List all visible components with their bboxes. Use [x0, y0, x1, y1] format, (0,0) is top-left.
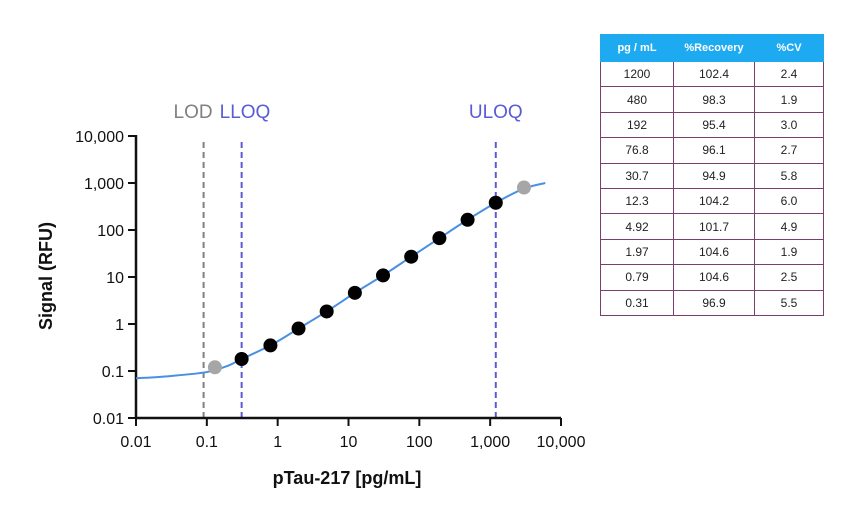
- data-point: [376, 268, 391, 283]
- cell-cv: 2.7: [754, 137, 824, 164]
- cell-recovery: 98.3: [673, 86, 755, 113]
- recovery-table: pg / mL %Recovery %CV 1200 102.4 2.4 480 98…: [600, 34, 824, 316]
- cell-concentration: 1.97: [600, 238, 674, 266]
- y-tick-label: 1,000: [84, 176, 124, 193]
- y-tick-label: 0.1: [102, 364, 124, 381]
- data-point: [404, 249, 419, 264]
- data-point: [263, 338, 278, 353]
- cell-cv: 4.9: [754, 213, 824, 240]
- table-row: 1.97 104.6 1.9: [600, 238, 824, 266]
- cell-recovery: 94.9: [673, 162, 755, 189]
- header-cv: %CV: [754, 34, 824, 62]
- y-axis-label: Signal (RFU): [36, 222, 56, 330]
- cell-cv: 1.9: [754, 86, 824, 113]
- cell-concentration: 76.8: [600, 137, 674, 164]
- x-axis-label: pTau-217 [pg/mL]: [273, 468, 422, 488]
- ref-label-lod: LOD: [174, 102, 213, 123]
- header-concentration: pg / mL: [600, 34, 674, 62]
- cell-cv: 6.0: [754, 187, 824, 215]
- cell-recovery: 104.2: [673, 187, 755, 215]
- cell-cv: 1.9: [754, 238, 824, 266]
- cell-recovery: 102.4: [673, 60, 755, 88]
- x-tick-label: 100: [406, 434, 433, 451]
- x-tick-label: 1: [273, 434, 282, 451]
- ref-label-lloq: LLOQ: [220, 102, 271, 123]
- y-tick-label: 1: [115, 317, 124, 334]
- ref-label-uloq: ULOQ: [469, 102, 523, 123]
- cell-recovery: 96.1: [673, 137, 755, 164]
- cell-cv: 2.5: [754, 264, 824, 291]
- cell-concentration: 192: [600, 111, 674, 139]
- cell-concentration: 1200: [600, 60, 674, 88]
- table-row: 480 98.3 1.9: [600, 86, 824, 113]
- cell-concentration: 0.79: [600, 264, 674, 291]
- data-point: [234, 352, 249, 367]
- reference-lines: LOD LLOQ ULOQ: [174, 102, 523, 418]
- table-row: 30.7 94.9 5.8: [600, 162, 824, 189]
- cell-recovery: 101.7: [673, 213, 755, 240]
- cell-cv: 5.8: [754, 162, 824, 189]
- y-tick-label: 100: [97, 223, 124, 240]
- data-point: [460, 212, 475, 227]
- cell-concentration: 4.92: [600, 213, 674, 240]
- data-points: [207, 180, 531, 375]
- y-tick-label: 10: [106, 270, 124, 287]
- cell-cv: 2.4: [754, 60, 824, 88]
- cell-cv: 5.5: [754, 289, 824, 316]
- table-row: 1200 102.4 2.4: [600, 60, 824, 88]
- y-tick-label: 0.01: [93, 411, 124, 428]
- x-tick-label: 1,000: [470, 434, 510, 451]
- table-row: 0.31 96.9 5.5: [600, 289, 824, 316]
- table-row: 4.92 101.7 4.9: [600, 213, 824, 240]
- cell-concentration: 30.7: [600, 162, 674, 189]
- data-point: [432, 231, 447, 246]
- cell-cv: 3.0: [754, 111, 824, 139]
- cell-recovery: 104.6: [673, 238, 755, 266]
- cell-concentration: 0.31: [600, 289, 674, 316]
- data-point: [291, 321, 306, 336]
- table-row: 76.8 96.1 2.7: [600, 137, 824, 164]
- excluded-data-point: [516, 180, 531, 195]
- table-row: 0.79 104.6 2.5: [600, 264, 824, 291]
- x-tick-label: 10,000: [537, 434, 586, 451]
- cell-recovery: 95.4: [673, 111, 755, 139]
- data-point: [488, 195, 503, 210]
- cell-concentration: 12.3: [600, 187, 674, 215]
- excluded-data-point: [207, 360, 222, 375]
- table-row: 12.3 104.2 6.0: [600, 187, 824, 215]
- cell-recovery: 104.6: [673, 264, 755, 291]
- x-tick-label: 0.01: [120, 434, 151, 451]
- cell-concentration: 480: [600, 86, 674, 113]
- data-point: [347, 285, 362, 300]
- cell-recovery: 96.9: [673, 289, 755, 316]
- data-point: [319, 304, 334, 319]
- header-recovery: %Recovery: [673, 34, 755, 62]
- axes: 0.01 0.1 1 10 100 1,000 10,000 0.01 0.1 1 10 100 1,0…: [75, 129, 586, 451]
- fit-curve: [135, 182, 546, 380]
- x-tick-label: 0.1: [196, 434, 218, 451]
- x-tick-label: 10: [340, 434, 358, 451]
- table-header-row: pg / mL %Recovery %CV: [600, 34, 824, 62]
- table-row: 192 95.4 3.0: [600, 111, 824, 139]
- y-tick-label: 10,000: [75, 129, 124, 146]
